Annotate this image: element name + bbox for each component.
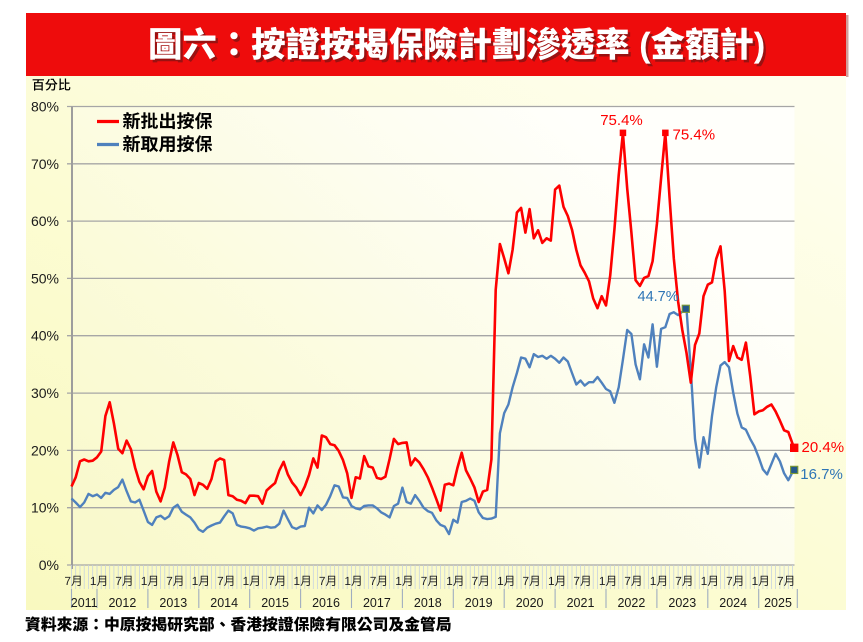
- svg-text:2024: 2024: [719, 596, 747, 610]
- svg-text:2018: 2018: [414, 596, 442, 610]
- svg-text:16.7%: 16.7%: [800, 466, 843, 483]
- svg-text:2025: 2025: [764, 596, 792, 610]
- svg-text:0%: 0%: [39, 557, 59, 573]
- svg-text:2021: 2021: [567, 596, 595, 610]
- svg-text:80%: 80%: [31, 99, 59, 115]
- svg-text:75.4%: 75.4%: [673, 127, 716, 144]
- svg-text:20%: 20%: [31, 442, 59, 458]
- svg-text:60%: 60%: [31, 213, 59, 229]
- svg-text:2023: 2023: [668, 596, 696, 610]
- svg-text:40%: 40%: [31, 328, 59, 344]
- svg-text:50%: 50%: [31, 270, 59, 286]
- svg-text:2012: 2012: [108, 596, 136, 610]
- svg-text:2013: 2013: [159, 596, 187, 610]
- svg-text:2011: 2011: [71, 596, 98, 610]
- svg-text:30%: 30%: [31, 385, 59, 401]
- svg-text:75.4%: 75.4%: [600, 112, 643, 129]
- svg-text:2020: 2020: [516, 596, 544, 610]
- svg-text:2019: 2019: [465, 596, 493, 610]
- svg-text:2022: 2022: [617, 596, 645, 610]
- svg-text:10%: 10%: [31, 500, 59, 516]
- svg-text:2016: 2016: [312, 596, 340, 610]
- svg-text:70%: 70%: [31, 156, 59, 172]
- svg-text:44.7%: 44.7%: [638, 289, 679, 305]
- svg-text:2015: 2015: [261, 596, 289, 610]
- svg-text:20.4%: 20.4%: [802, 439, 845, 456]
- svg-text:2014: 2014: [210, 596, 238, 610]
- svg-text:2017: 2017: [363, 596, 391, 610]
